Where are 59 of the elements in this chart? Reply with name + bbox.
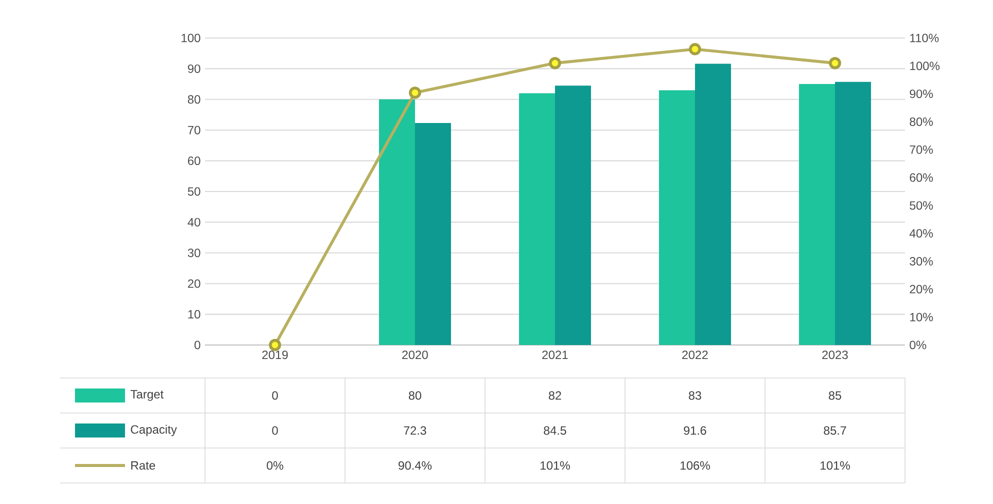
bar bbox=[835, 82, 871, 345]
y2-tick-label: 80% bbox=[910, 117, 933, 126]
data-label: 82 bbox=[548, 391, 562, 400]
bar bbox=[519, 93, 555, 345]
bar bbox=[555, 86, 592, 345]
bar bbox=[695, 64, 731, 345]
x-tick-label: 2021 bbox=[542, 350, 568, 360]
y2-tick-label: 90% bbox=[910, 90, 933, 98]
data-label: 83 bbox=[688, 391, 702, 400]
y-tick-label: 60 bbox=[188, 156, 200, 166]
data-label: 101% bbox=[820, 461, 850, 470]
data-label: 106% bbox=[680, 461, 710, 470]
data-label: 0 bbox=[272, 391, 278, 400]
y2-tick-label: 70% bbox=[910, 145, 933, 154]
data-label: 85.7 bbox=[824, 426, 846, 435]
point bbox=[688, 43, 702, 56]
data-label: 0% bbox=[266, 461, 284, 470]
data-label: 90.4% bbox=[398, 461, 432, 470]
y2-tick-label: 40% bbox=[910, 229, 933, 238]
point bbox=[408, 86, 422, 99]
data-label: 72.3 bbox=[404, 426, 426, 435]
y2-tick-label: 110% bbox=[910, 34, 939, 42]
y-tick-label: 20 bbox=[188, 279, 200, 288]
x-tick-label: 2020 bbox=[402, 350, 428, 360]
y2-tick-label: 10% bbox=[910, 312, 933, 322]
y-tick-label: 80 bbox=[188, 95, 200, 104]
y-tick-label: 90 bbox=[188, 64, 200, 73]
data-label: 85 bbox=[828, 391, 842, 400]
y2-tick-label: 50% bbox=[910, 201, 933, 210]
point bbox=[548, 56, 562, 70]
y2-tick-label: 60% bbox=[910, 173, 933, 182]
y-tick-label: 100 bbox=[182, 34, 200, 42]
y2-tick-label: 0% bbox=[910, 340, 926, 350]
y2-tick-label: 30% bbox=[910, 257, 933, 266]
bar bbox=[379, 99, 415, 345]
x-tick-label: 2022 bbox=[682, 350, 708, 360]
x-tick-label: 2019 bbox=[262, 350, 288, 360]
y2-tick-label: 100% bbox=[910, 62, 940, 70]
point bbox=[268, 338, 282, 352]
data-label: 101% bbox=[540, 461, 570, 470]
x-tick-label: 2023 bbox=[822, 350, 848, 360]
data-label: 84.5 bbox=[544, 426, 566, 435]
bar bbox=[659, 90, 695, 345]
legend-label: Capacity bbox=[130, 424, 177, 436]
data-label: 91.6 bbox=[684, 426, 706, 435]
point bbox=[828, 56, 842, 70]
y-tick-label: 30 bbox=[188, 248, 200, 258]
legend-label: Target bbox=[130, 390, 164, 401]
y-tick-label: 50 bbox=[188, 187, 200, 196]
y2-tick-label: 20% bbox=[910, 284, 933, 294]
y-tick-label: 70 bbox=[188, 126, 200, 134]
y-tick-label: 10 bbox=[188, 310, 200, 319]
legend-label: Rate bbox=[131, 461, 156, 470]
bar bbox=[798, 84, 835, 345]
y-tick-label: 0 bbox=[194, 340, 200, 350]
y-tick-label: 40 bbox=[188, 218, 200, 226]
data-label: 0 bbox=[272, 426, 278, 435]
data-label: 80 bbox=[408, 391, 422, 400]
bar bbox=[415, 123, 451, 345]
